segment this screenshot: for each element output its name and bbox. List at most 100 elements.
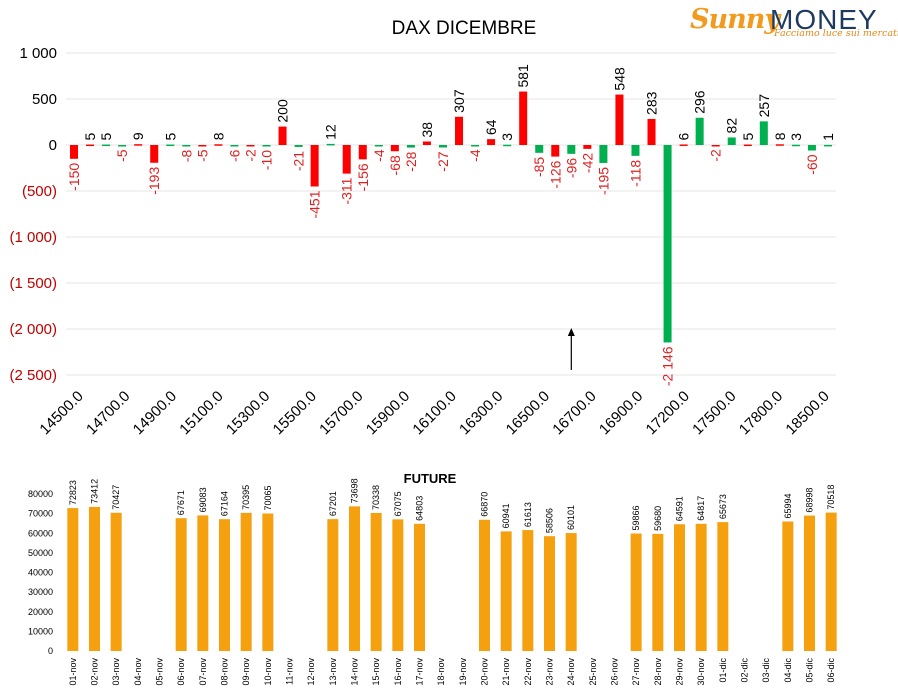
bar-value-label: -2 bbox=[242, 149, 258, 162]
x-tick-label: 09-nov bbox=[241, 658, 251, 686]
x-tick-label: 15500.0 bbox=[270, 388, 320, 438]
bar-value-label: 67075 bbox=[393, 491, 403, 516]
chart-title-future: FUTURE bbox=[404, 471, 457, 486]
x-tick-label: 04-dic bbox=[783, 658, 793, 683]
bar-value-label: -156 bbox=[355, 163, 371, 191]
bar-value-label: 5 bbox=[162, 133, 178, 141]
x-tick-label: 24-nov bbox=[566, 658, 576, 686]
bar-value-label: -68 bbox=[387, 155, 403, 175]
bar bbox=[406, 145, 415, 148]
bar bbox=[349, 506, 360, 651]
x-tick-label: 21-nov bbox=[501, 658, 511, 686]
bar-value-label: -28 bbox=[403, 151, 419, 171]
future-volume-chart: 0 10000 20000 30000 40000 50000 60000 70000 8000… bbox=[28, 478, 837, 686]
x-tick-label: 14900.0 bbox=[130, 388, 180, 438]
bar bbox=[615, 94, 624, 145]
x-tick-label: 16700.0 bbox=[549, 388, 599, 438]
x-tick-label: 17500.0 bbox=[689, 388, 739, 438]
bar bbox=[118, 145, 127, 147]
bar-value-label: 70518 bbox=[826, 485, 836, 510]
bar bbox=[711, 145, 720, 147]
bar bbox=[479, 519, 490, 651]
bar-value-label: -60 bbox=[804, 154, 820, 174]
y-tick-label: 1 000 bbox=[19, 45, 57, 62]
bar bbox=[70, 145, 79, 159]
bar-value-label: 200 bbox=[275, 99, 291, 123]
bar-value-label: 70395 bbox=[241, 485, 251, 510]
bar bbox=[240, 512, 252, 651]
bar-value-label: -451 bbox=[307, 190, 323, 218]
bar bbox=[674, 524, 685, 651]
y-tick-label: 10000 bbox=[28, 626, 53, 636]
x-tick-label: 15100.0 bbox=[176, 388, 226, 438]
bar-value-label: 59680 bbox=[653, 506, 663, 531]
x-tick-label: 17-nov bbox=[415, 658, 425, 686]
x-tick-label: 01-dic bbox=[718, 658, 728, 683]
bar-value-label: 67201 bbox=[328, 491, 338, 516]
bar bbox=[565, 533, 577, 651]
x-tick-label: 29-nov bbox=[675, 658, 685, 686]
x-tick-label: 11-nov bbox=[285, 658, 295, 685]
bar bbox=[326, 143, 335, 146]
bar-value-label: 548 bbox=[611, 67, 627, 91]
bar-value-label: 73412 bbox=[90, 479, 100, 504]
bar bbox=[567, 145, 576, 154]
bar bbox=[86, 144, 95, 147]
bar bbox=[647, 118, 656, 145]
logo-brand-right: MONEY bbox=[770, 4, 878, 35]
x-tick-label: 30-nov bbox=[696, 658, 706, 686]
sunny-money-logo: Sunny MONEY Facciamo luce sui mercati bbox=[690, 4, 898, 44]
bar bbox=[102, 144, 111, 147]
bar bbox=[743, 144, 752, 147]
y-tick-label: 60000 bbox=[28, 528, 53, 538]
bar bbox=[310, 145, 319, 187]
x-tick-label: 06-nov bbox=[176, 658, 186, 686]
bar-value-label: 68998 bbox=[805, 488, 815, 513]
bar bbox=[230, 145, 239, 147]
bar bbox=[535, 145, 544, 153]
bar bbox=[522, 530, 534, 651]
bar-value-label: 5 bbox=[82, 133, 98, 141]
x-tick-label: 03-nov bbox=[111, 658, 121, 686]
bar bbox=[679, 144, 688, 146]
y-tick-label: 80000 bbox=[28, 489, 53, 499]
bar bbox=[175, 518, 187, 651]
bar-value-label: 67671 bbox=[176, 490, 186, 515]
bar bbox=[455, 116, 464, 145]
y-tick-label: 30000 bbox=[28, 587, 53, 597]
bar bbox=[695, 523, 707, 651]
bar-value-label: -4 bbox=[467, 149, 483, 162]
bar bbox=[519, 91, 528, 145]
y-tick-label: (500) bbox=[22, 183, 57, 200]
x-tick-label: 19-nov bbox=[458, 658, 468, 686]
x-tick-label: 15900.0 bbox=[363, 388, 413, 438]
bar bbox=[246, 145, 255, 147]
bar bbox=[134, 144, 143, 146]
x-tick-label: 16300.0 bbox=[456, 388, 506, 438]
chart-title-dax: DAX DICEMBRE bbox=[392, 18, 537, 39]
bar bbox=[370, 512, 382, 651]
bar bbox=[327, 519, 339, 651]
x-tick-label: 05-dic bbox=[805, 658, 815, 683]
bar bbox=[438, 145, 447, 148]
bar-value-label: -4 bbox=[371, 149, 387, 162]
bar bbox=[583, 145, 592, 149]
bar-value-label: 64817 bbox=[696, 496, 706, 521]
bar-value-label: -10 bbox=[259, 150, 275, 170]
bar bbox=[759, 121, 768, 145]
bar-value-label: 9 bbox=[130, 132, 146, 140]
y-tick-label: 500 bbox=[32, 91, 57, 108]
bar-value-label: 8 bbox=[210, 132, 226, 140]
x-tick-label: 05-nov bbox=[155, 658, 165, 686]
bar bbox=[374, 145, 383, 147]
x-tick-label: 15-nov bbox=[371, 658, 381, 686]
bar bbox=[804, 515, 815, 651]
bar bbox=[166, 144, 175, 147]
bar-value-label: 6 bbox=[676, 132, 692, 140]
x-tick-label: 01-nov bbox=[68, 658, 78, 686]
bar bbox=[150, 145, 159, 163]
bar-value-label: 58506 bbox=[545, 508, 555, 533]
x-tick-label: 07-nov bbox=[198, 658, 208, 686]
bar-value-label: 60941 bbox=[501, 503, 511, 528]
